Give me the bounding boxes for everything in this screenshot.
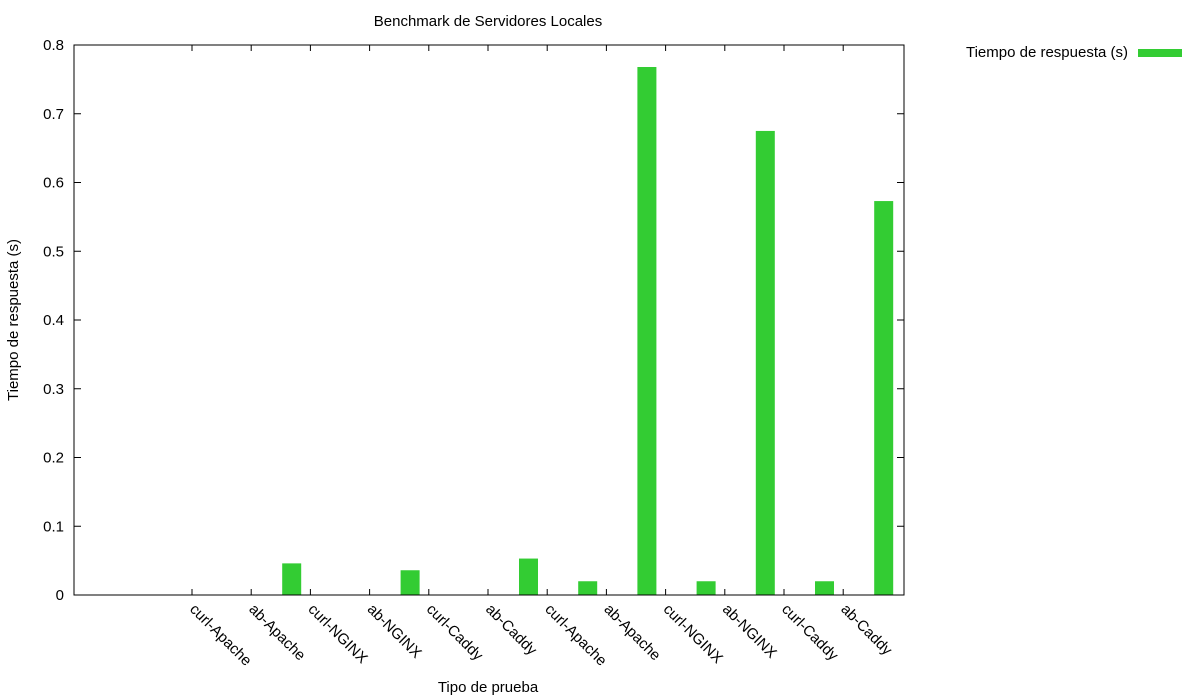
- legend: Tiempo de respuesta (s): [966, 44, 1182, 61]
- legend-label-series-1: Tiempo de respuesta (s): [966, 44, 1128, 61]
- bar: [874, 201, 894, 595]
- x-tick-label: ab-Caddy: [482, 601, 540, 659]
- y-tick-label: 0: [56, 587, 64, 604]
- x-tick-label: curl-Caddy: [423, 601, 487, 665]
- legend-swatch-series-1: [1138, 49, 1182, 57]
- x-tick-label: ab-NGINX: [719, 601, 780, 662]
- x-tick-label: curl-Apache: [541, 601, 610, 670]
- bar: [400, 570, 420, 595]
- x-tick-label: ab-NGINX: [364, 601, 425, 662]
- x-axis-title: Tipo de prueba: [438, 679, 539, 696]
- x-tick-label: ab-Apache: [601, 601, 664, 664]
- y-tick-label: 0.5: [43, 243, 64, 260]
- y-tick-label: 0.6: [43, 175, 64, 192]
- y-tick-label: 0.3: [43, 381, 64, 398]
- y-tick-label: 0.2: [43, 450, 64, 467]
- bar: [815, 581, 834, 595]
- x-tick-label: ab-Caddy: [837, 601, 895, 659]
- bar: [696, 581, 716, 595]
- bars-layer: [282, 67, 894, 595]
- plot-frame: [73, 44, 905, 596]
- bar: [282, 563, 302, 595]
- y-axis-title: Tiempo de respuesta (s): [5, 239, 22, 401]
- chart-title: Benchmark de Servidores Locales: [374, 13, 602, 30]
- x-tick-label: ab-Apache: [245, 601, 308, 664]
- x-tick-label: curl-NGINX: [660, 601, 726, 667]
- x-tick-label: curl-NGINX: [305, 601, 371, 667]
- ticks-layer: 00.10.20.30.40.50.60.70.8curl-Apacheab-A…: [43, 37, 904, 669]
- y-tick-label: 0.4: [43, 312, 64, 329]
- y-tick-label: 0.8: [43, 37, 64, 54]
- y-tick-label: 0.7: [43, 106, 64, 123]
- x-tick-label: curl-Apache: [186, 601, 255, 670]
- bar: [578, 581, 598, 595]
- y-tick-label: 0.1: [43, 518, 64, 535]
- bar: [637, 67, 657, 595]
- bar: [755, 130, 775, 595]
- x-tick-label: curl-Caddy: [778, 601, 842, 665]
- bar: [519, 558, 538, 595]
